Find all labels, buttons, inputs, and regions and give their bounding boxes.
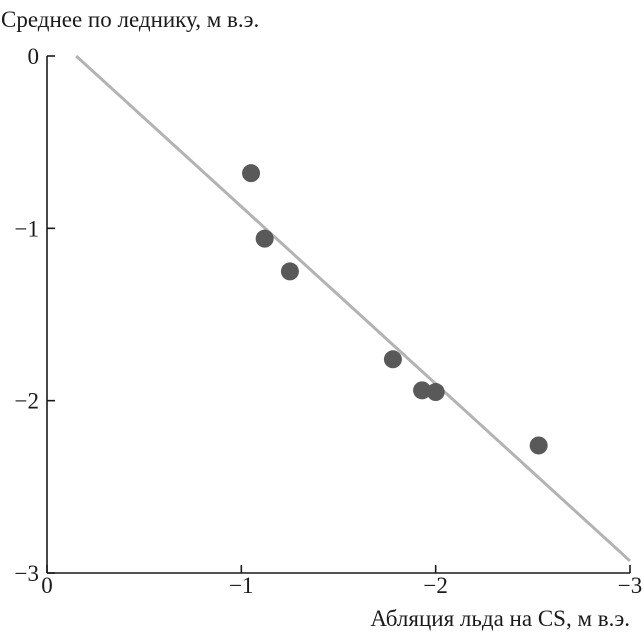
axes bbox=[46, 56, 630, 574]
trendline bbox=[75, 54, 632, 563]
data-point bbox=[426, 383, 445, 402]
x-axis-label: Абляция льда на CS, м в.э. bbox=[370, 606, 630, 631]
data-point bbox=[280, 262, 299, 281]
data-point bbox=[529, 436, 548, 455]
x-tick-label: −2 bbox=[423, 573, 447, 598]
data-point bbox=[255, 229, 274, 248]
x-tick-label: −1 bbox=[229, 573, 253, 598]
y-tick-label: −1 bbox=[15, 216, 39, 241]
y-tick-label: −2 bbox=[15, 389, 39, 414]
y-tick-label: −3 bbox=[15, 561, 39, 586]
ticks: 0−1−2−3 0 −1 −2 −3 bbox=[15, 44, 643, 598]
data-point bbox=[413, 381, 432, 400]
data-point bbox=[383, 350, 402, 369]
x-tick-label: −3 bbox=[618, 573, 642, 598]
y-axis-label: Среднее по леднику, м в.э. bbox=[1, 7, 259, 32]
data-point bbox=[242, 164, 261, 183]
y-tick-label: 0 bbox=[28, 44, 40, 69]
trendline-layer bbox=[75, 54, 632, 563]
x-tick-label: 0 bbox=[41, 573, 53, 598]
points-layer bbox=[242, 164, 548, 455]
